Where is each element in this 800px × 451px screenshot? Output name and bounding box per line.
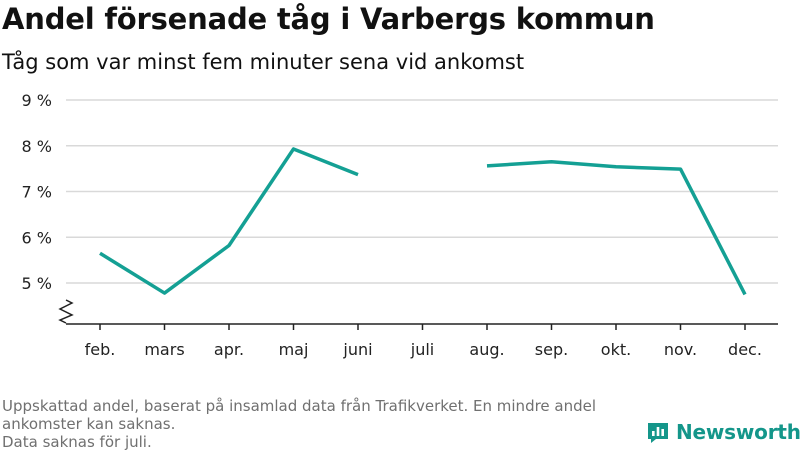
y-tick-label: 8 % <box>22 137 52 156</box>
series-line <box>99 147 359 295</box>
note-missing-data: Data saknas för juli. <box>2 433 152 451</box>
series-line <box>486 160 747 296</box>
x-tick-label: apr. <box>214 340 244 359</box>
x-tick-label: feb. <box>85 340 116 359</box>
x-tick-label: mars <box>144 340 184 359</box>
newsworthy-logo-icon <box>648 423 668 443</box>
x-tick-label: okt. <box>601 340 631 359</box>
x-tick-label: nov. <box>664 340 697 359</box>
x-tick-label: juni <box>342 340 372 359</box>
note-source: Uppskattad andel, baserat på insamlad da… <box>2 397 597 433</box>
y-tick-label: 5 % <box>22 274 52 293</box>
chart-subtitle: Tåg som var minst fem minuter sena vid a… <box>2 50 525 74</box>
chart-title: Andel försenade tåg i Varbergs kommun <box>2 2 655 36</box>
axis-break-icon <box>58 299 74 324</box>
x-tick-label: juli <box>410 340 434 359</box>
y-tick-label: 6 % <box>22 228 52 247</box>
chart-notes: Uppskattad andel, baserat på insamlad da… <box>2 397 642 451</box>
y-tick-label: 7 % <box>22 183 52 202</box>
x-tick-label: dec. <box>728 340 762 359</box>
x-tick-label: maj <box>279 340 309 359</box>
brand-name: Newsworthy <box>676 420 800 444</box>
x-tick-label: aug. <box>469 340 504 359</box>
brand: Newsworthy <box>646 420 800 444</box>
x-tick-label: sep. <box>535 340 568 359</box>
y-tick-label: 9 % <box>22 91 52 110</box>
